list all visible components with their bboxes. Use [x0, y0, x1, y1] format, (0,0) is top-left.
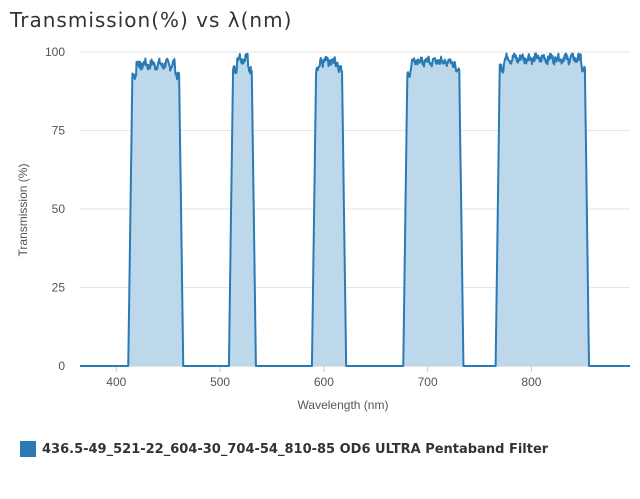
series-area	[80, 53, 630, 366]
y-tick-label: 25	[52, 281, 66, 295]
legend-label: 436.5-49_521-22_604-30_704-54_810-85 OD6…	[42, 441, 549, 457]
x-tick-label: 500	[210, 375, 230, 389]
x-tick-label: 600	[314, 375, 334, 389]
x-axis-label: Wavelength (nm)	[298, 398, 389, 412]
series-layer	[79, 52, 631, 367]
legend-item[interactable]: 436.5-49_521-22_604-30_704-54_810-85 OD6…	[20, 441, 548, 457]
x-tick-label: 800	[521, 375, 541, 389]
y-tick-label: 0	[58, 359, 65, 373]
series-line[interactable]	[79, 52, 631, 367]
chart-title: Transmission(%) vs λ(nm)	[10, 8, 293, 32]
y-tick-label: 100	[45, 45, 65, 59]
y-axis-label: Transmission (%)	[16, 164, 30, 257]
y-tick-label: 50	[52, 202, 66, 216]
chart-plot: 0 25 50 75 100 400 500 600 700 800 Transmission …	[16, 45, 631, 412]
x-tick-label: 400	[106, 375, 126, 389]
x-axis-ticks: 400 500 600 700 800	[106, 366, 542, 389]
x-tick-label: 700	[418, 375, 438, 389]
y-tick-label: 75	[52, 124, 66, 138]
legend-swatch	[20, 441, 36, 457]
y-axis-ticks: 0 25 50 75 100	[45, 45, 65, 373]
